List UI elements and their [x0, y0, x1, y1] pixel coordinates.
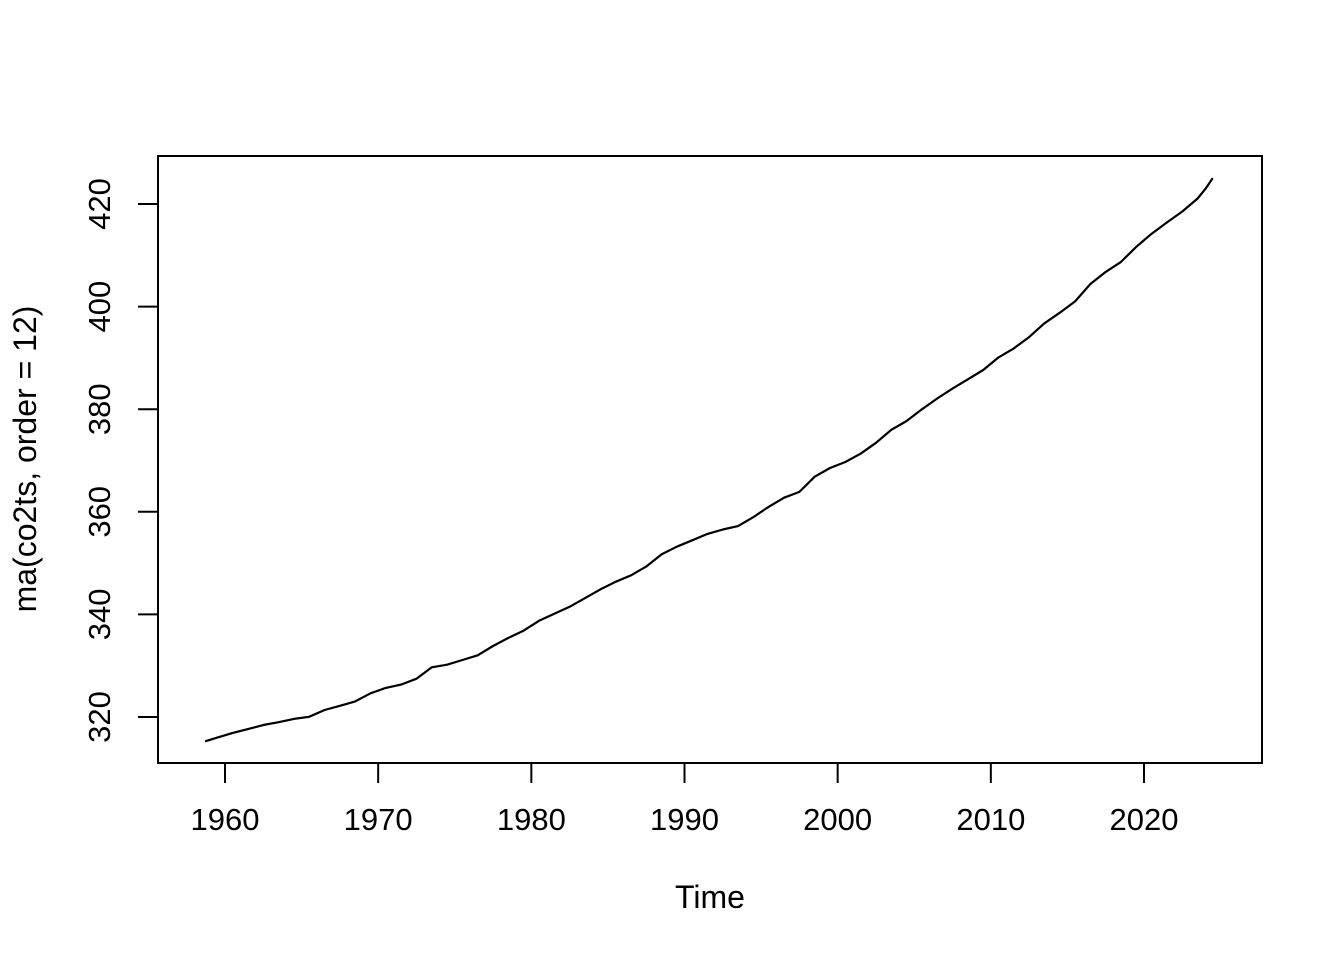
x-axis-title: Time	[675, 879, 745, 915]
y-axis: 320 340 360 380 400 420	[82, 178, 158, 743]
x-tick-label: 2000	[803, 802, 872, 837]
y-tick-label: 340	[82, 589, 117, 641]
y-axis-title: ma(co2ts, order = 12)	[7, 306, 43, 613]
plot-border	[157, 155, 1263, 764]
x-tick-label: 2020	[1110, 802, 1179, 837]
x-tick-label: 2010	[956, 802, 1025, 837]
x-tick-label: 1980	[497, 802, 566, 837]
x-axis: 1960 1970 1980 1990 2000 2010 2020	[191, 763, 1179, 837]
y-tick-label: 360	[82, 486, 117, 538]
x-tick-label: 1960	[191, 802, 260, 837]
x-tick-label: 1990	[650, 802, 719, 837]
y-tick-label: 320	[82, 691, 117, 743]
x-tick-label: 1970	[344, 802, 413, 837]
y-tick-label: 380	[82, 383, 117, 435]
y-tick-label: 420	[82, 178, 117, 230]
data-line	[204, 177, 1214, 743]
y-tick-label: 400	[82, 281, 117, 333]
